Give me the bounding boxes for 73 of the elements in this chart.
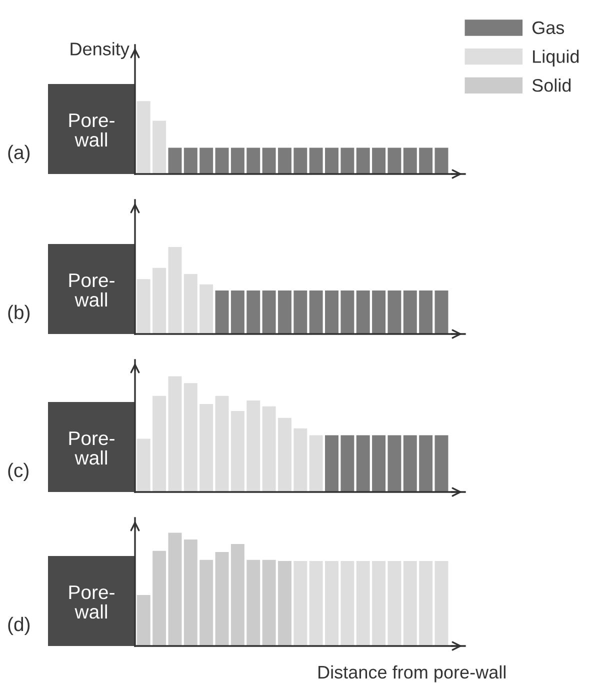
y-axis-title: Density — [70, 42, 130, 59]
bar — [184, 540, 198, 646]
bar — [434, 561, 448, 646]
bar — [262, 560, 276, 646]
bar — [325, 561, 338, 646]
bar — [309, 435, 323, 492]
bar — [388, 290, 402, 334]
category-label: Gas — [532, 21, 564, 34]
bar — [184, 383, 198, 492]
text: Pore- wall — [69, 586, 114, 619]
bar — [184, 274, 198, 334]
bar — [278, 561, 292, 646]
bar — [294, 561, 308, 646]
bar — [200, 404, 214, 492]
bar — [246, 560, 260, 646]
bar — [262, 290, 276, 334]
bar — [278, 290, 292, 334]
bar — [356, 561, 370, 646]
bar — [356, 435, 370, 492]
bar — [340, 435, 354, 492]
bar — [278, 418, 292, 492]
bar — [215, 290, 229, 334]
bar — [136, 595, 150, 646]
text: (b) — [8, 304, 30, 324]
bar — [200, 560, 214, 646]
bar — [152, 268, 166, 334]
category-label: Solid — [532, 78, 571, 92]
bar — [136, 279, 150, 334]
bar — [230, 410, 244, 492]
bar — [372, 561, 386, 646]
bar — [215, 552, 229, 646]
bar — [340, 561, 354, 646]
bar — [294, 428, 308, 492]
text: (d) — [8, 616, 30, 636]
bar — [246, 290, 260, 334]
bar — [309, 290, 323, 334]
text: Pore- wall — [69, 274, 114, 307]
bar — [434, 435, 448, 492]
bar — [325, 435, 338, 492]
bar — [136, 438, 150, 492]
bar — [403, 290, 417, 334]
bar — [340, 290, 354, 334]
bar — [215, 396, 229, 492]
bar — [356, 290, 370, 334]
bar — [168, 246, 182, 334]
bar — [419, 435, 433, 492]
bar — [325, 290, 338, 334]
bar — [246, 400, 260, 492]
bar — [372, 435, 386, 492]
x-axis-title: Distance from pore-wall — [318, 665, 506, 682]
text: (c) — [8, 462, 28, 482]
bar — [388, 561, 402, 646]
bar — [372, 290, 386, 334]
category-label: Liquid — [533, 50, 579, 67]
bar — [403, 561, 417, 646]
text: Pore- wall — [69, 432, 114, 465]
bar — [419, 290, 433, 334]
bar — [168, 532, 182, 646]
bar — [230, 290, 244, 334]
bar — [309, 561, 323, 646]
bar — [200, 284, 214, 334]
bar — [403, 435, 417, 492]
bar — [294, 290, 308, 334]
bar — [152, 396, 166, 492]
text: (a) — [8, 144, 30, 164]
bar — [262, 406, 276, 492]
bar — [434, 290, 448, 334]
bar — [419, 561, 433, 646]
bar — [230, 544, 244, 646]
bar — [388, 435, 402, 492]
text: Pore- wall — [69, 114, 114, 147]
bar — [152, 550, 166, 646]
bar — [168, 376, 182, 492]
